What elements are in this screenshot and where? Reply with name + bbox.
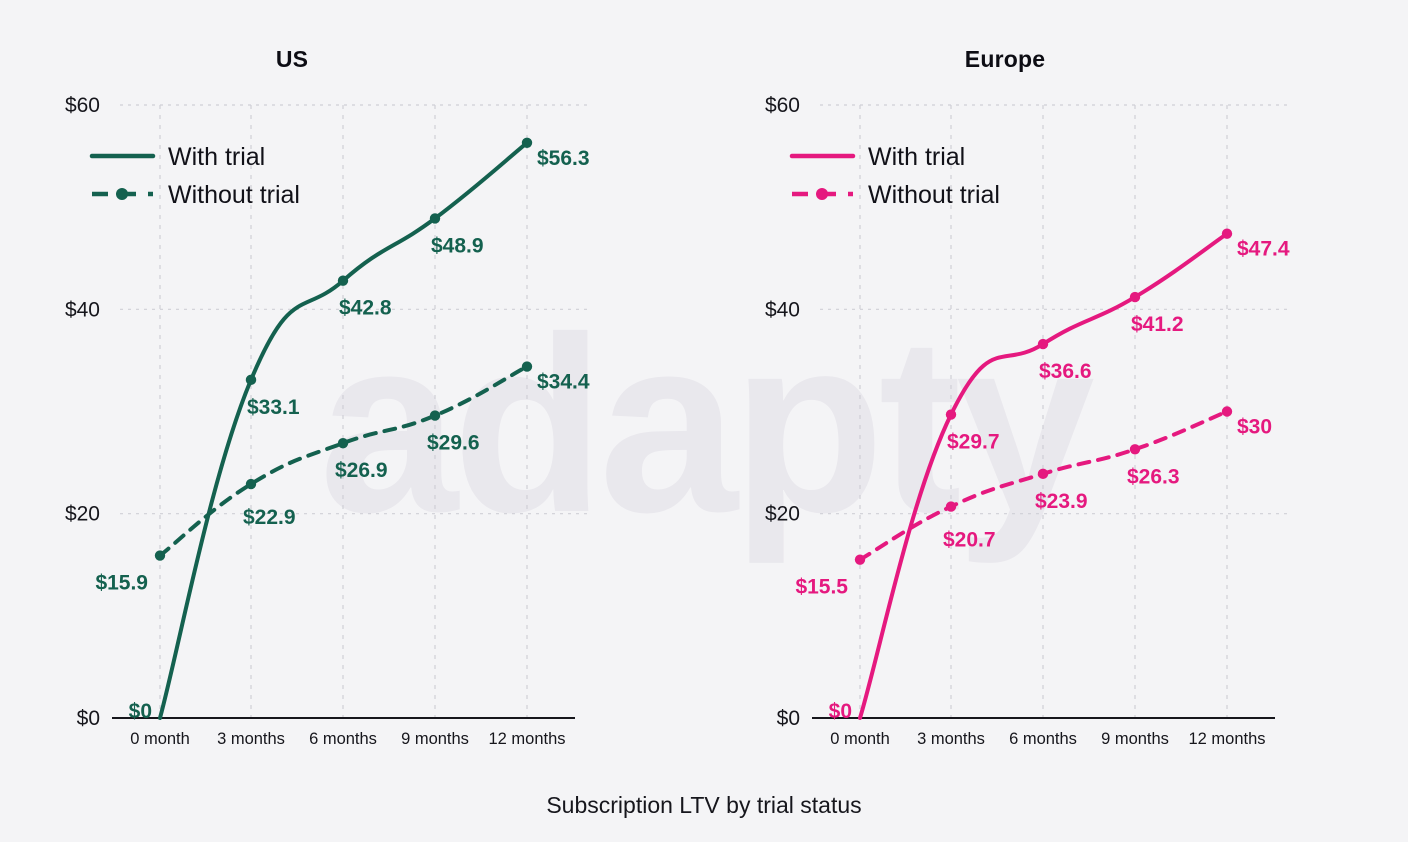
data-point-marker xyxy=(854,554,866,565)
y-axis-tick-label: $60 xyxy=(765,94,800,117)
data-point-label: $23.9 xyxy=(1035,490,1088,513)
chart-panel-us: US $0 $20 $40 $60 0 month 3 months 6 months 9 m… xyxy=(0,0,704,790)
series-line-with-trial xyxy=(858,231,1229,720)
data-point-marker xyxy=(945,409,957,420)
data-point-marker xyxy=(521,137,533,149)
legend-label-with-trial: With trial xyxy=(168,143,265,171)
x-axis-tick-label: 12 months xyxy=(1188,730,1265,748)
x-axis-tick-label: 9 months xyxy=(1101,730,1169,748)
y-axis-tick-label: $20 xyxy=(65,503,100,526)
data-point-label: $29.6 xyxy=(427,432,480,455)
data-point-marker xyxy=(245,478,257,490)
data-point-label: $0 xyxy=(829,700,852,723)
data-point-marker xyxy=(945,501,957,512)
panel-title-europe: Europe xyxy=(964,46,1046,72)
legend-label-without-trial: Without trial xyxy=(868,181,1000,209)
data-point-label: $26.9 xyxy=(335,459,388,482)
x-axis-tick-label: 6 months xyxy=(1009,730,1077,748)
adapty-watermark: adapty xyxy=(319,285,1095,564)
legend-label-without-trial: Without trial xyxy=(168,181,300,209)
data-point-label: $48.9 xyxy=(431,234,484,257)
legend-marker-dot-icon xyxy=(816,188,828,200)
data-point-label: $29.7 xyxy=(947,431,1000,454)
data-point-label: $15.9 xyxy=(95,572,148,595)
legend-marker-dot-icon xyxy=(116,188,128,200)
data-point-marker xyxy=(337,437,349,449)
data-point-label: $36.6 xyxy=(1039,360,1092,383)
data-point-label: $26.3 xyxy=(1127,465,1180,488)
x-axis-tick-label: 3 months xyxy=(217,730,285,748)
figure-caption: Subscription LTV by trial status xyxy=(546,792,862,818)
data-point-label: $34.4 xyxy=(537,371,590,394)
x-axis-tick-label: 12 months xyxy=(488,730,565,748)
data-point-marker xyxy=(429,213,441,224)
data-point-label: $30 xyxy=(1237,416,1272,439)
data-point-label: $42.8 xyxy=(339,297,392,320)
data-point-label: $20.7 xyxy=(943,529,996,552)
data-point-label: $33.1 xyxy=(247,396,300,419)
line-chart-europe: $0 $20 $40 $60 0 month 3 months 6 months 9 mont… xyxy=(765,94,1290,748)
data-point-marker xyxy=(1221,406,1233,417)
data-point-marker xyxy=(337,275,349,286)
y-axis-tick-label: $60 xyxy=(65,94,100,117)
data-point-label: $47.4 xyxy=(1237,238,1290,261)
x-axis-tick-label: 0 month xyxy=(130,730,190,748)
data-point-label: $56.3 xyxy=(537,147,590,170)
series-line-without-trial xyxy=(158,364,529,558)
x-axis-tick-label: 9 months xyxy=(401,730,469,748)
data-point-marker xyxy=(1129,291,1141,303)
y-axis-tick-label: $0 xyxy=(777,707,800,730)
y-axis-tick-label: $20 xyxy=(765,503,800,526)
data-point-marker xyxy=(1221,228,1233,239)
x-axis-tick-label: 6 months xyxy=(309,730,377,748)
x-axis-tick-label: 3 months xyxy=(917,730,985,748)
line-chart-us: $0 $20 $40 $60 0 month 3 months 6 months 9 mont… xyxy=(65,94,590,748)
panel-title-us: US xyxy=(275,46,309,72)
x-axis-tick-label: 0 month xyxy=(830,730,890,748)
data-point-label: $0 xyxy=(129,700,152,723)
data-point-marker xyxy=(154,550,166,561)
y-axis-tick-label: $0 xyxy=(77,707,100,730)
data-point-label: $22.9 xyxy=(243,506,296,529)
data-point-marker xyxy=(245,374,257,386)
data-point-marker xyxy=(1037,468,1049,480)
y-axis-tick-label: $40 xyxy=(765,298,800,321)
data-point-label: $15.5 xyxy=(795,576,848,599)
chart-panel-europe: Europe $0 $20 $40 $60 0 month 3 months 6 month… xyxy=(700,0,1404,790)
data-point-marker xyxy=(521,361,533,372)
legend-label-with-trial: With trial xyxy=(868,143,965,171)
data-point-marker xyxy=(1037,338,1049,350)
data-point-marker xyxy=(429,410,441,421)
series-line-with-trial xyxy=(158,140,529,720)
y-axis-tick-label: $40 xyxy=(65,298,100,321)
data-point-marker xyxy=(1129,444,1141,455)
data-point-label: $41.2 xyxy=(1131,313,1184,336)
